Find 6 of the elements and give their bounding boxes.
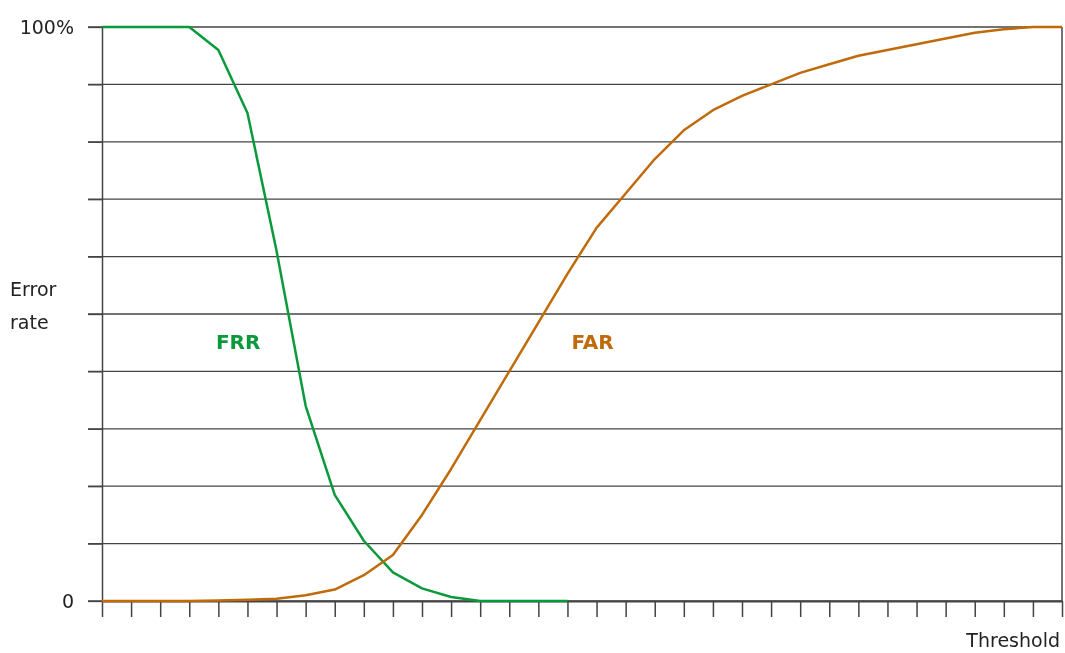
y-axis-title: Error rate	[10, 278, 57, 333]
x-axis-title: Threshold	[965, 629, 1060, 651]
series-label: FAR	[571, 330, 614, 354]
series-label: FRR	[215, 330, 261, 354]
y-tick-label: 0	[61, 589, 74, 612]
y-tick-label: 100%	[19, 15, 74, 38]
